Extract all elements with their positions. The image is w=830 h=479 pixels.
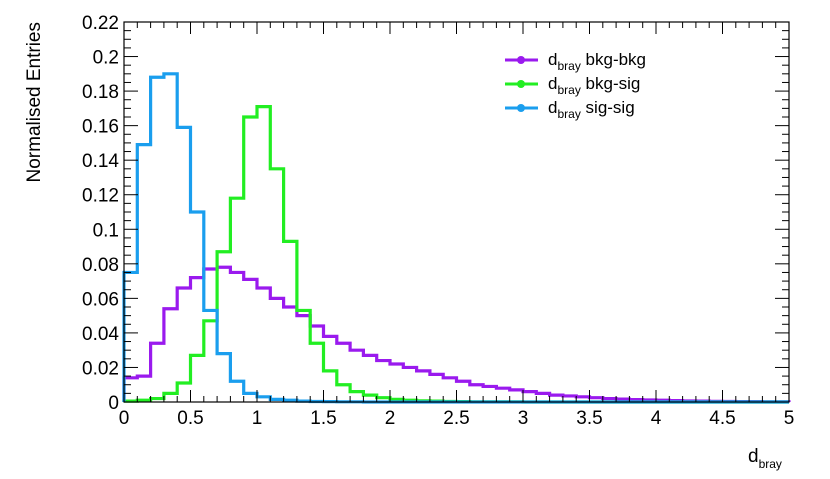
y-tick-label: 0.06 [82,289,119,310]
x-tick-label: 0 [119,408,130,429]
legend-label: dbray bkg-bkg [548,50,646,73]
legend-item-2: dbray bkg-sig [505,74,640,97]
legend-swatch-marker [517,56,525,64]
axes-layer: 0 0.5 1 1.5 2 2.5 3 3.5 4 4.5 5 0 0.02 0.04 0.06 0.08 0.… [82,13,794,429]
x-tick-label: 2 [385,408,396,429]
legend-label: dbray bkg-sig [548,74,640,97]
x-tick-label: 3 [518,408,529,429]
y-tick-label: 0.02 [82,358,119,379]
x-tick-label: 3.5 [576,408,602,429]
series-line-1 [122,265,791,404]
plot-frame [123,21,790,403]
legend-item-1: dbray bkg-bkg [505,50,646,73]
y-axis-title: Normalised Entries [24,22,45,183]
x-axis-title-sub: bray [759,457,782,471]
x-tick-label: 0.5 [177,408,203,429]
y-tick-label: 0.14 [82,151,119,172]
x-tick-label: 1.5 [310,408,336,429]
legend-item-3: dbray sig-sig [505,98,635,121]
x-tick-label: 5 [784,408,795,429]
y-tick-label: 0.12 [82,186,119,207]
series-line-3 [122,72,789,404]
y-tick-label: 0.2 [93,48,119,69]
x-tick-label: 4 [651,408,662,429]
x-axis-title: dbray [748,446,782,471]
y-tick-label: 0.08 [82,255,119,276]
y-tick-label: 0.18 [82,82,119,103]
y-tick-label: 0.16 [82,117,119,138]
series-layer [122,72,791,404]
legend-swatch-marker [517,104,525,112]
x-tick-label: 2.5 [443,408,469,429]
x-axis-title-main: d [748,446,759,467]
legend-swatch-marker [517,80,525,88]
y-tick-label: 0.04 [82,324,119,345]
series-line-2 [122,105,789,404]
y-tick-label: 0 [108,393,119,414]
legend-label: dbray sig-sig [548,98,635,121]
x-tick-label: 1 [252,408,263,429]
x-tick-label: 4.5 [709,408,735,429]
y-tick-label: 0.1 [93,220,119,241]
y-tick-label: 0.22 [82,13,119,34]
